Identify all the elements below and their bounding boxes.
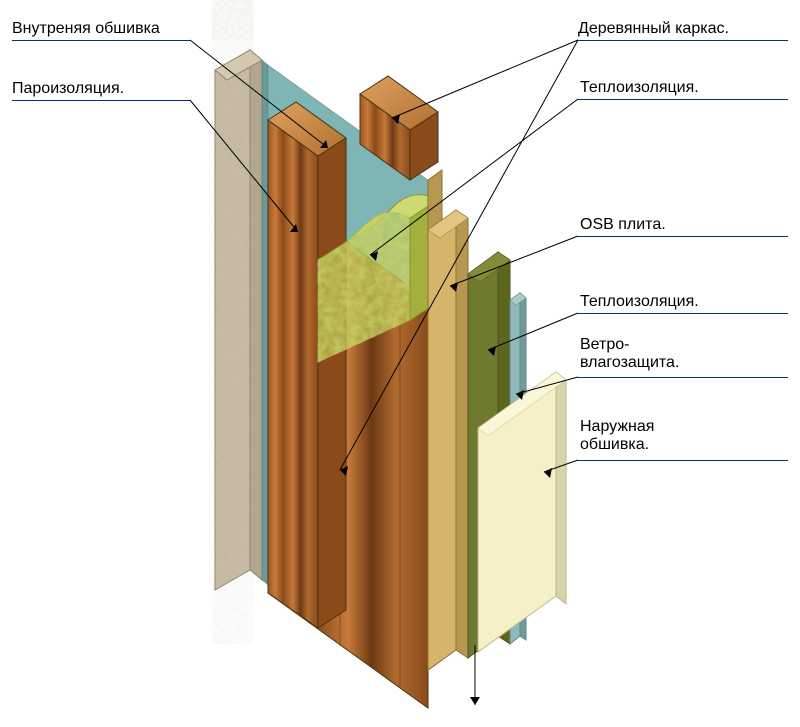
wall-section-diagram — [0, 0, 800, 727]
layer-inner-sheath-2 — [215, 50, 262, 590]
osb-clean — [428, 156, 468, 670]
stud-left — [268, 102, 346, 628]
